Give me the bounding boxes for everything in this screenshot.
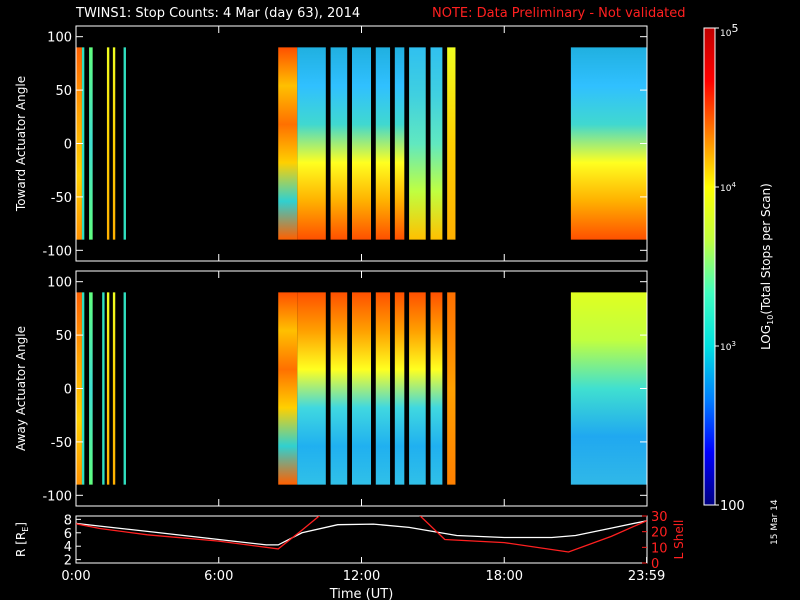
away-ytick-label: -50	[51, 436, 72, 451]
toward-data-block	[375, 47, 391, 240]
away-data-block	[430, 292, 443, 485]
panel-toward: 100 50 0 -50 -100 Toward Actuator Angle	[14, 25, 648, 262]
away-ytick-label: -100	[42, 489, 72, 504]
toward-ylabel: Toward Actuator Angle	[14, 76, 28, 212]
orbit-ytick-left-label: 8	[64, 513, 72, 528]
toward-ytick-label: 0	[64, 138, 72, 153]
toward-data-block	[278, 47, 298, 240]
toward-data-block	[297, 47, 326, 240]
toward-ytick-label: 50	[55, 84, 72, 99]
away-data-block	[89, 292, 93, 485]
away-data-block	[81, 292, 85, 485]
orbit-xtick-label: 0:00	[61, 569, 90, 584]
orbit-xtick-label: 6:00	[204, 569, 233, 584]
away-data-block	[106, 292, 110, 485]
orbit-ytick-left-label: 2	[64, 554, 72, 569]
figure-title: TWINS1: Stop Counts: 4 Mar (day 63), 201…	[76, 6, 361, 21]
orbit-ytick-left-label: 4	[64, 540, 72, 555]
away-data-block	[409, 292, 426, 485]
away-ylabel: Away Actuator Angle	[14, 326, 28, 451]
away-data-block	[330, 292, 348, 485]
away-data-block	[297, 292, 326, 485]
orbit-ylabel-right: L Shell	[672, 520, 686, 560]
preliminary-note: NOTE: Data Preliminary - Not validated	[432, 6, 686, 21]
colorbar-tick-label: 105	[720, 22, 738, 39]
toward-data-block	[330, 47, 348, 240]
orbit-ytick-right-label: 10	[651, 541, 668, 556]
toward-ytick-label: 100	[47, 31, 72, 46]
toward-data-block	[106, 47, 110, 240]
orbit-xtick-label: 23:59	[628, 569, 665, 584]
toward-data-block	[81, 47, 85, 240]
away-data-block	[351, 292, 372, 485]
colorbar-tick-label: 103	[720, 340, 736, 353]
toward-data-block	[409, 47, 426, 240]
away-data-block	[570, 292, 647, 485]
colorbar-tick-label: 100	[720, 499, 745, 514]
toward-data-block	[112, 47, 116, 240]
toward-data-block	[123, 47, 126, 240]
away-ytick-label: 50	[55, 329, 72, 344]
toward-ytick-label: -100	[42, 244, 72, 259]
toward-data-block	[394, 47, 405, 240]
toward-data-block	[430, 47, 443, 240]
orbit-ytick-right-label: 0	[651, 557, 659, 572]
away-data-block	[447, 292, 456, 485]
toward-data-block	[89, 47, 93, 240]
away-data-block	[278, 292, 298, 485]
away-data-block	[394, 292, 405, 485]
colorbar-tick-label: 104	[720, 181, 736, 194]
away-data-block	[123, 292, 126, 485]
colorbar-label: LOG10(Total Stops per Scan)	[759, 183, 775, 350]
orbit-xtick-label: 18:00	[486, 569, 523, 584]
orbit-ytick-right-label: 30	[651, 510, 668, 525]
toward-data-block	[351, 47, 372, 240]
toward-data-block	[570, 47, 647, 240]
away-data-block	[102, 292, 105, 485]
away-data-block	[375, 292, 391, 485]
orbit-frame	[75, 515, 648, 564]
l-shell-line	[76, 516, 647, 553]
colorbar-scale	[703, 27, 716, 506]
toward-ytick-label: -50	[51, 191, 72, 206]
orbit-ytick-right-label: 20	[651, 526, 668, 541]
orbit-ytick-left-label: 6	[64, 527, 72, 542]
x-axis-label: Time (UT)	[329, 587, 394, 600]
away-ytick-label: 100	[47, 276, 72, 291]
away-ytick-label: 0	[64, 383, 72, 398]
r-distance-line	[76, 520, 647, 546]
orbit-ylabel-left: R [RE]	[14, 522, 30, 557]
away-data-block	[112, 292, 116, 485]
orbit-xtick-label: 12:00	[343, 569, 380, 584]
panel-away: 100 50 0 -50 -100 Away Actuator Angle	[14, 270, 648, 507]
toward-data-block	[447, 47, 456, 240]
colorbar: 100 103 104 105 LOG10(Total Stops per Scan)	[703, 22, 775, 514]
